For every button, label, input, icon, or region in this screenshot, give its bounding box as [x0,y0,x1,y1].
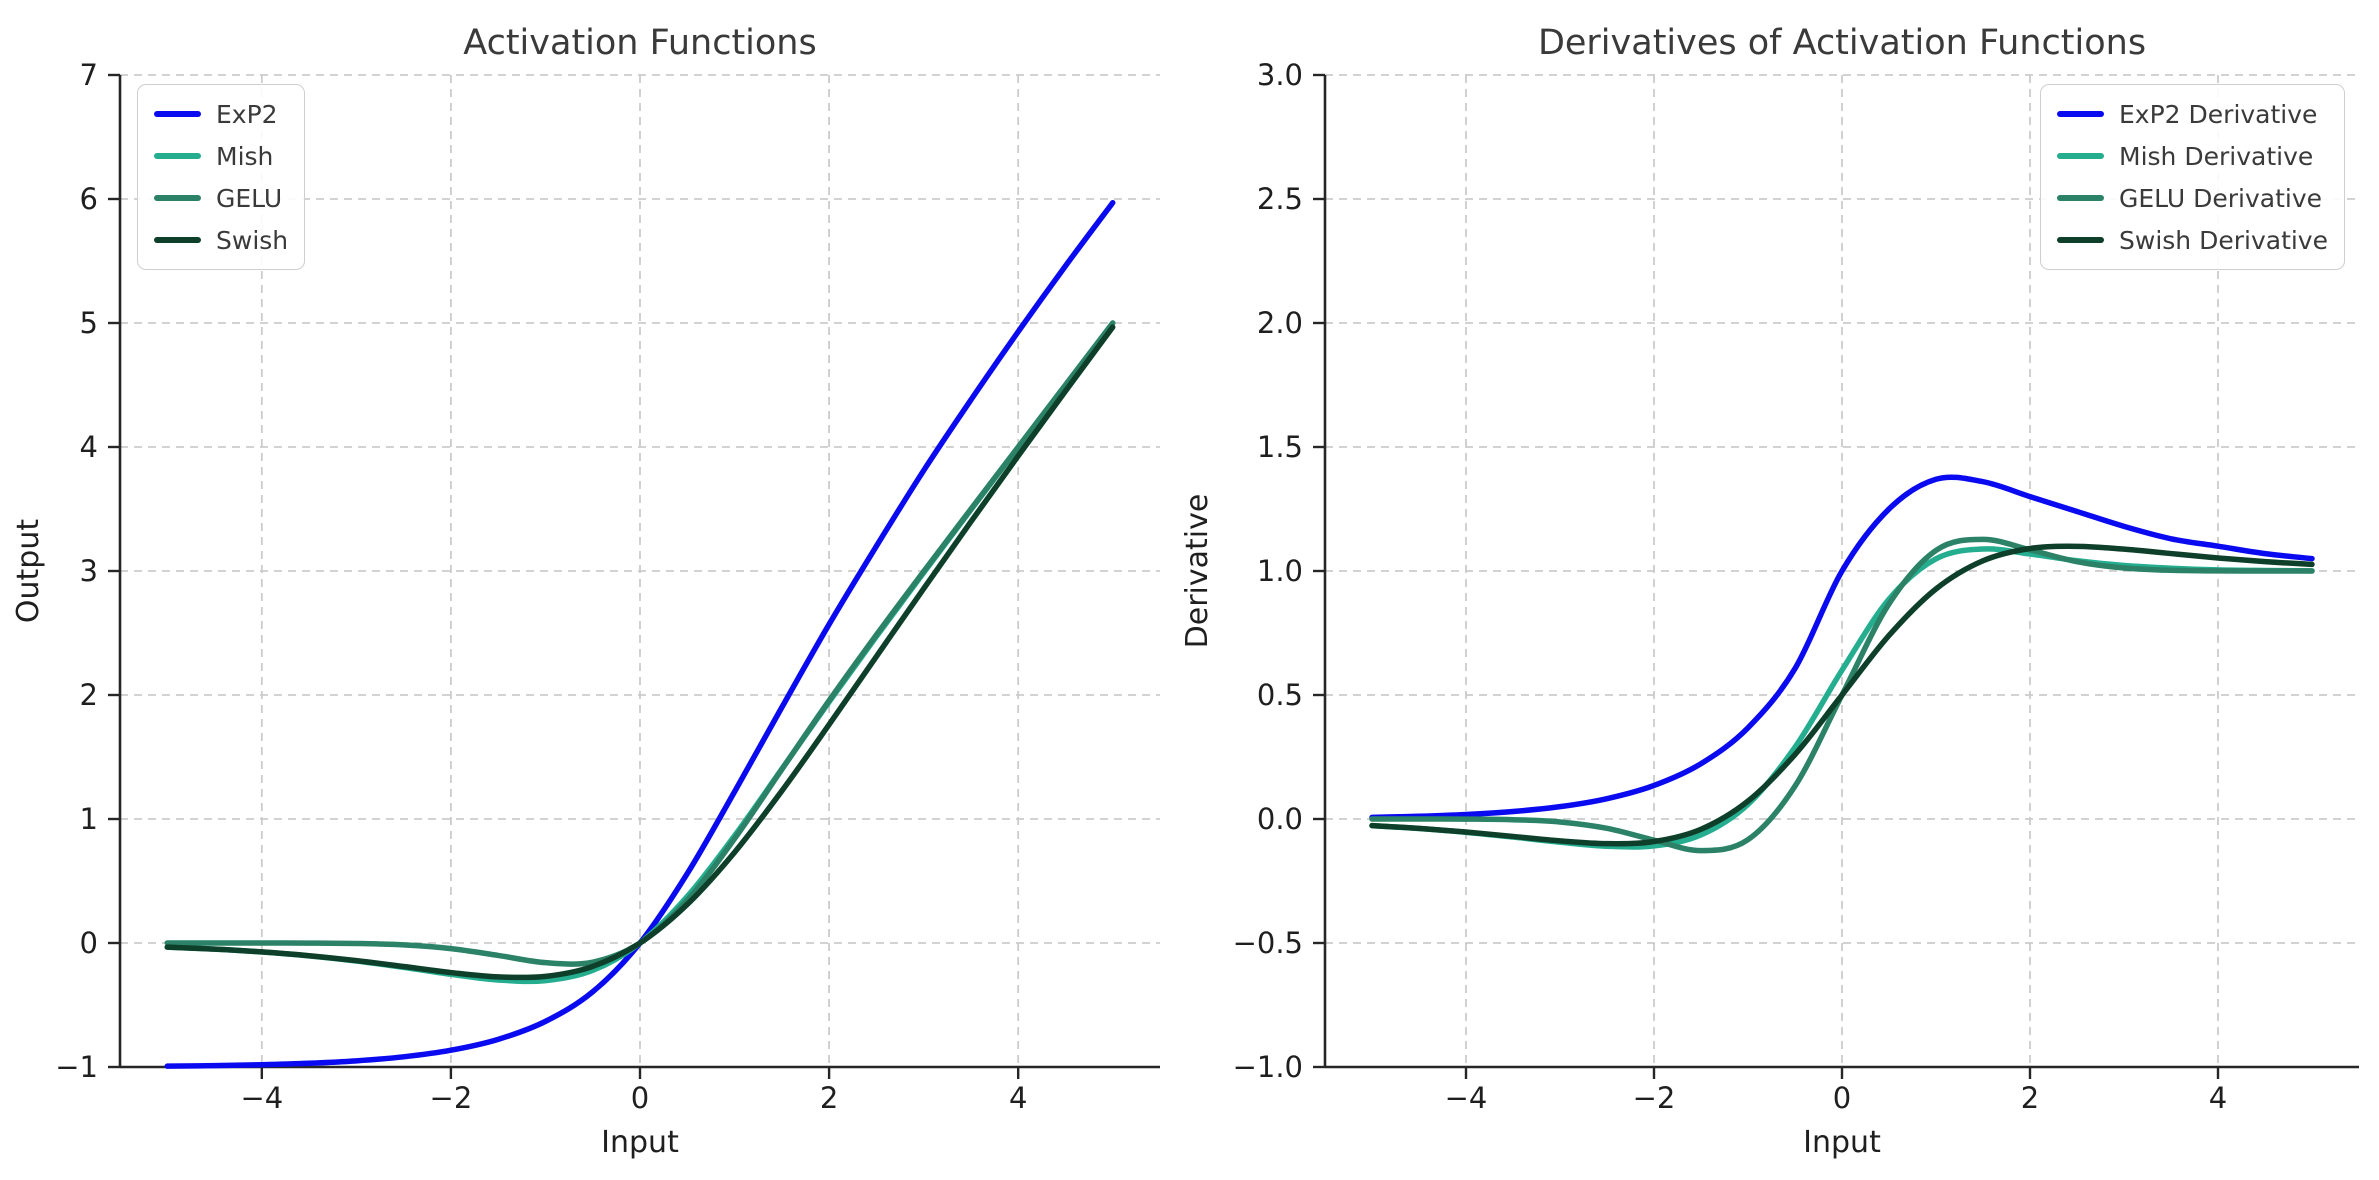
y-tick-label: 2.5 [1257,182,1303,216]
y-tick-label: 1.5 [1257,430,1303,464]
x-tick-label: 0 [1833,1081,1851,1115]
legend-line-swatch [2057,237,2105,243]
x-tick-label: 2 [2021,1081,2039,1115]
y-tick-label: 3 [80,554,98,588]
legend-line-swatch [154,237,201,243]
y-tick-label: 0.5 [1257,678,1303,712]
y-tick-label: 4 [80,430,98,464]
y-tick-label: 6 [80,182,98,216]
x-tick-label: 0 [631,1081,649,1115]
x-tick-label: −2 [1633,1081,1676,1115]
legend-row: ExP2 [154,97,288,131]
legend-label: ExP2 Derivative [2119,99,2318,129]
legend-row: Mish Derivative [2057,139,2328,173]
legend-label: GELU Derivative [2119,183,2323,213]
x-tick-label: 2 [820,1081,838,1115]
y-tick-label: 0 [80,926,98,960]
curve-exp2-derivative [1369,474,2315,821]
x-tick-label: −4 [1445,1081,1488,1115]
y-tick-label: 5 [80,306,98,340]
legend-line-swatch [154,195,201,201]
right-y-axis-label: Derivative [1180,494,1215,649]
x-tick-label: 4 [2209,1081,2227,1115]
x-tick-label: 4 [1009,1081,1027,1115]
left-x-axis-label: Input [601,1125,679,1160]
y-tick-label: −0.5 [1233,926,1303,960]
chart-panel-0: −4 −2 0 2 4 −1 0 1 2 3 4 5 6 7 [55,58,1160,1115]
legend-label: GELU [216,183,283,213]
legend-line-swatch [154,153,201,159]
left-chart-title: Activation Functions [463,23,816,63]
left-y-axis-label: Output [11,519,46,623]
legend-label: ExP2 [216,99,278,129]
y-tick-label: −1 [55,1050,98,1084]
legend-line-swatch [2057,111,2105,117]
legend-line-swatch [2057,195,2105,201]
y-tick-label: 3.0 [1257,58,1303,92]
y-tick-label: −1.0 [1233,1050,1303,1084]
x-tick-label: −4 [240,1081,283,1115]
curve-gelu [164,320,1116,967]
legend-row: ExP2 Derivative [2057,97,2328,131]
y-tick-label: 7 [80,58,98,92]
legend-row: Swish Derivative [2057,223,2328,257]
legend-row: GELU [154,181,288,215]
legend-label: Swish Derivative [2119,225,2328,255]
legend-line-swatch [154,111,201,117]
curve-swish-derivative [1369,543,2315,847]
legend-label: Mish Derivative [2119,141,2314,171]
legend-row: Swish [154,223,288,257]
y-tick-label: 1 [80,802,98,836]
right-legend: ExP2 Derivative Mish Derivative GELU Deriv… [2040,84,2345,270]
legend-line-swatch [2057,153,2105,159]
legend-row: GELU Derivative [2057,181,2328,215]
y-tick-label: 2 [80,678,98,712]
right-chart-title: Derivatives of Activation Functions [1538,23,2146,63]
legend-label: Swish [216,225,289,255]
x-tick-label: −2 [430,1081,473,1115]
charts-layer: −4 −2 0 2 4 −1 0 1 2 3 4 5 6 7 −4 −2 0 2 4 −1.0 −0.5 0.0 0.5 1.… [55,58,2359,1115]
y-tick-label: 2.0 [1257,306,1303,340]
curve-exp2 [164,199,1116,1069]
legend-row: Mish [154,139,288,173]
chart-panel-1: −4 −2 0 2 4 −1.0 −0.5 0.0 0.5 1.0 1.5 2.0 2.5 3.0 [1233,58,2359,1115]
curve-swish [164,324,1116,981]
y-tick-label: 1.0 [1257,554,1303,588]
right-x-axis-label: Input [1803,1125,1881,1160]
left-legend: ExP2 Mish GELU Swish [137,84,306,270]
legend-label: Mish [216,141,274,171]
y-tick-label: 0.0 [1257,802,1303,836]
